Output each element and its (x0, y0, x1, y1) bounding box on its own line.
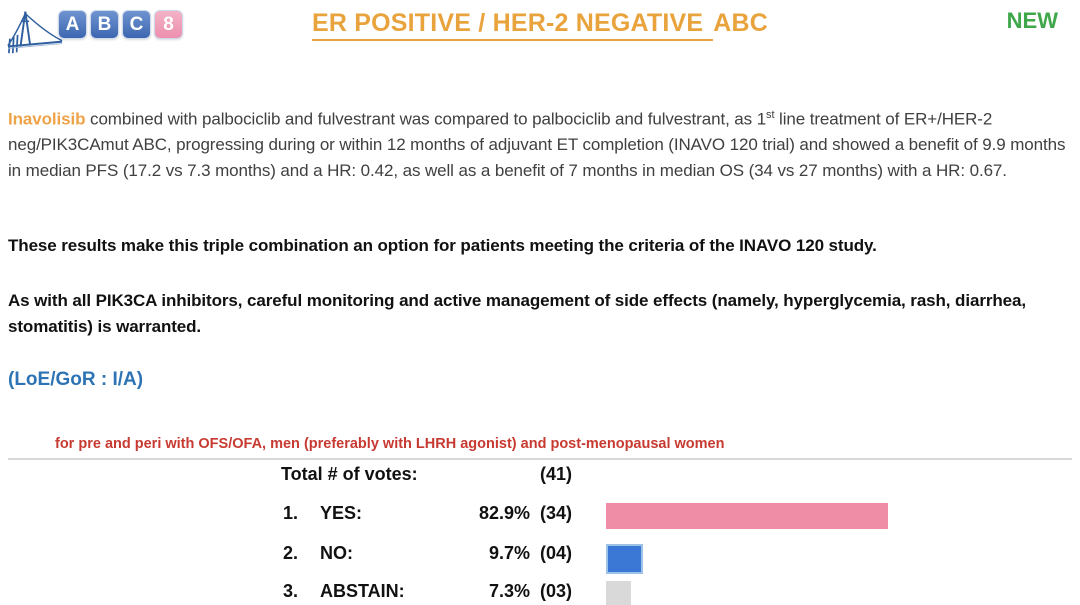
vote-label: NO: (320, 543, 353, 563)
vote-rank: 3. (283, 581, 299, 601)
loe-gor-label: (LoE/GoR : I/A) (8, 369, 144, 390)
bridge-icon (7, 11, 63, 54)
vote-rank: 1. (283, 503, 299, 523)
logo-letter-b: B (90, 10, 119, 39)
total-votes-count: (41) (540, 464, 573, 484)
vote-count: (04) (540, 543, 573, 563)
vote-row-yes: 1. YES: 82.9% (34) (0, 503, 1080, 537)
vote-rank: 2. (283, 543, 299, 563)
total-votes-row: Total # of votes: (41) (0, 464, 1080, 498)
logo-tiles: A B C 8 (58, 10, 183, 39)
vote-row-no: 2. NO: 9.7% (04) (0, 543, 1080, 577)
intro-text-2: line treatment of ER+/HER-2 neg/PIK3CAmu… (8, 109, 1066, 180)
vote-label: YES: (320, 503, 363, 523)
logo-letter-a: A (58, 10, 87, 39)
vote-row-abstain: 3. ABSTAIN: 7.3% (03) (0, 581, 1080, 605)
vote-percent: 9.7% (488, 543, 530, 563)
vote-label: ABSTAIN: (320, 581, 405, 601)
page-title-underlined: ER POSITIVE / HER-2 NEGATIVE (311, 9, 714, 41)
logo-letter-c: C (122, 10, 151, 39)
ordinal-superscript: st (766, 109, 775, 121)
page-title-suffix: ABC (713, 9, 769, 37)
divider-line (8, 458, 1072, 460)
new-badge: NEW (1006, 8, 1058, 33)
intro-text-1: combined with palbociclib and fulvestran… (85, 109, 767, 129)
intro-paragraph: Inavolisib combined with palbociclib and… (8, 103, 1074, 183)
logo-number-8: 8 (154, 10, 183, 39)
abc8-logo: A B C 8 (6, 6, 183, 56)
vote-bar-abstain (606, 581, 631, 605)
vote-count: (03) (540, 581, 573, 601)
population-note: for pre and peri with OFS/OFA, men (pref… (55, 436, 725, 452)
vote-bar-yes (606, 503, 888, 529)
vote-bar-no (606, 544, 643, 574)
total-votes-label: Total # of votes: (281, 464, 418, 484)
drug-name: Inavolisib (8, 109, 86, 129)
statement-monitoring: As with all PIK3CA inhibitors, careful m… (8, 291, 1026, 336)
page-title: ER POSITIVE / HER-2 NEGATIVE ABC (0, 9, 1080, 41)
vote-percent: 7.3% (488, 581, 530, 601)
vote-percent: 82.9% (478, 503, 530, 523)
vote-count: (34) (540, 503, 573, 523)
statement-option: These results make this triple combinati… (8, 236, 877, 255)
